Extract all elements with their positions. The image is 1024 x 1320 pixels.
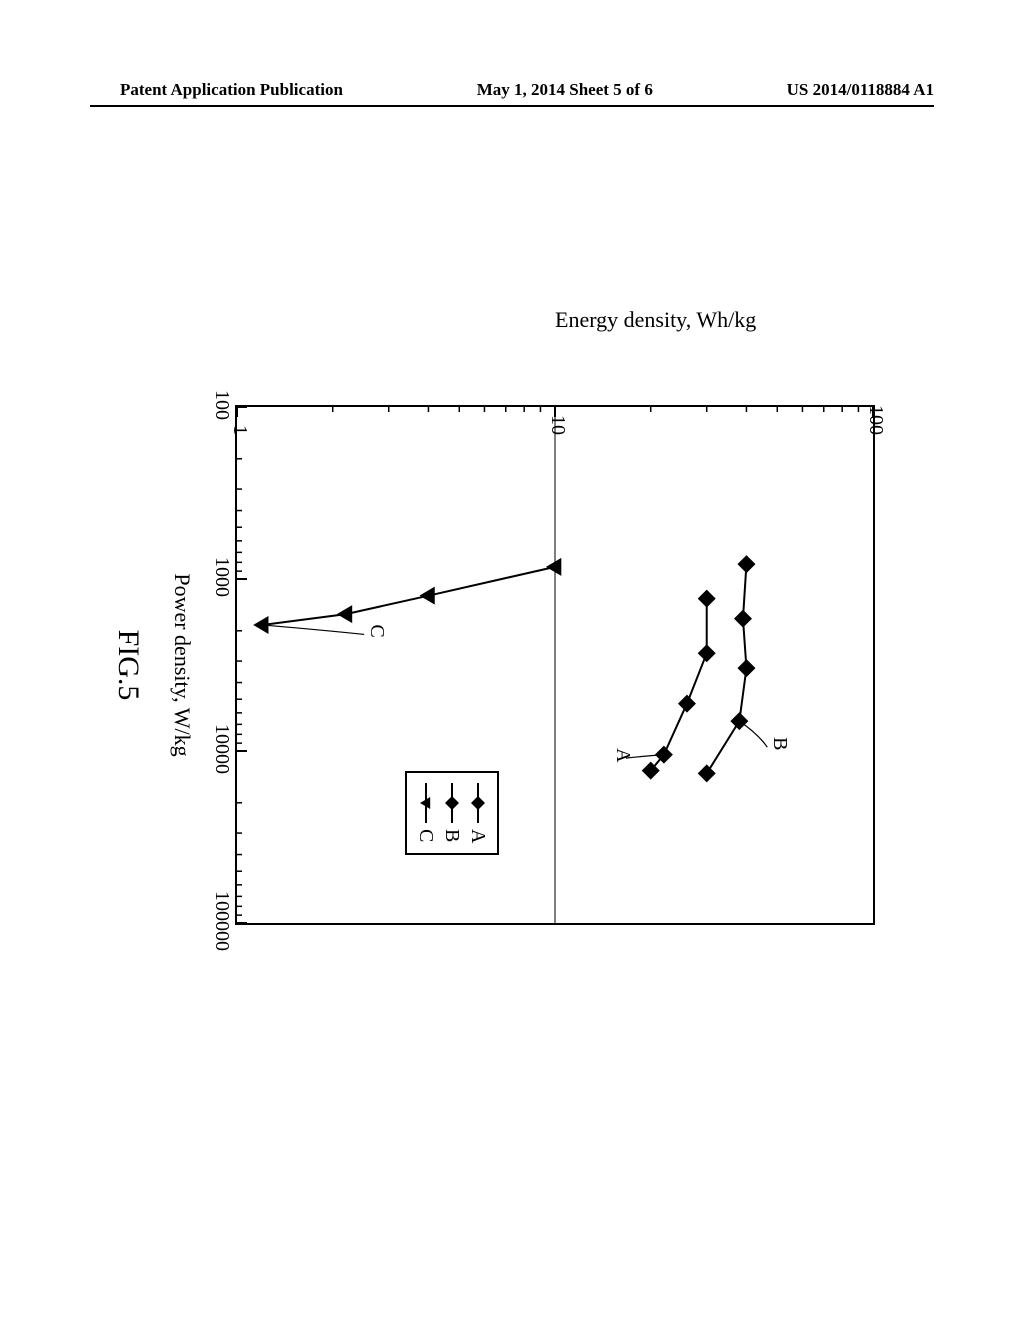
plot-svg	[237, 407, 873, 923]
legend-label: A	[467, 829, 490, 843]
header-center: May 1, 2014 Sheet 5 of 6	[477, 80, 653, 100]
x-tick-label: 1000	[210, 557, 233, 597]
legend-item: C	[413, 783, 439, 843]
header-right: US 2014/0118884 A1	[787, 80, 934, 100]
header-left: Patent Application Publication	[120, 80, 343, 100]
legend-line	[451, 783, 453, 823]
legend-item: A	[465, 783, 491, 843]
y-tick-label: 100	[864, 375, 887, 435]
header-rule	[90, 105, 934, 107]
series-callout-C: C	[365, 624, 388, 637]
series-callout-A: A	[611, 748, 634, 762]
y-axis-label: Energy density, Wh/kg	[555, 307, 756, 333]
legend-line	[477, 783, 479, 823]
figure-caption: FIG.5	[111, 630, 145, 701]
x-axis-label: Power density, W/kg	[169, 573, 195, 756]
x-tick-label: 10000	[210, 724, 233, 774]
legend-label: B	[441, 829, 464, 842]
legend-label: C	[415, 829, 438, 842]
legend: ABC	[405, 771, 499, 855]
x-tick-label: 100000	[210, 891, 233, 951]
plot-area	[235, 405, 875, 925]
ragone-chart: Energy density, Wh/kg Power density, W/k…	[95, 315, 915, 965]
legend-line	[425, 783, 427, 823]
legend-item: B	[439, 783, 465, 843]
x-tick-label: 100	[210, 390, 233, 420]
y-tick-label: 10	[546, 375, 569, 435]
series-callout-B: B	[768, 737, 791, 750]
